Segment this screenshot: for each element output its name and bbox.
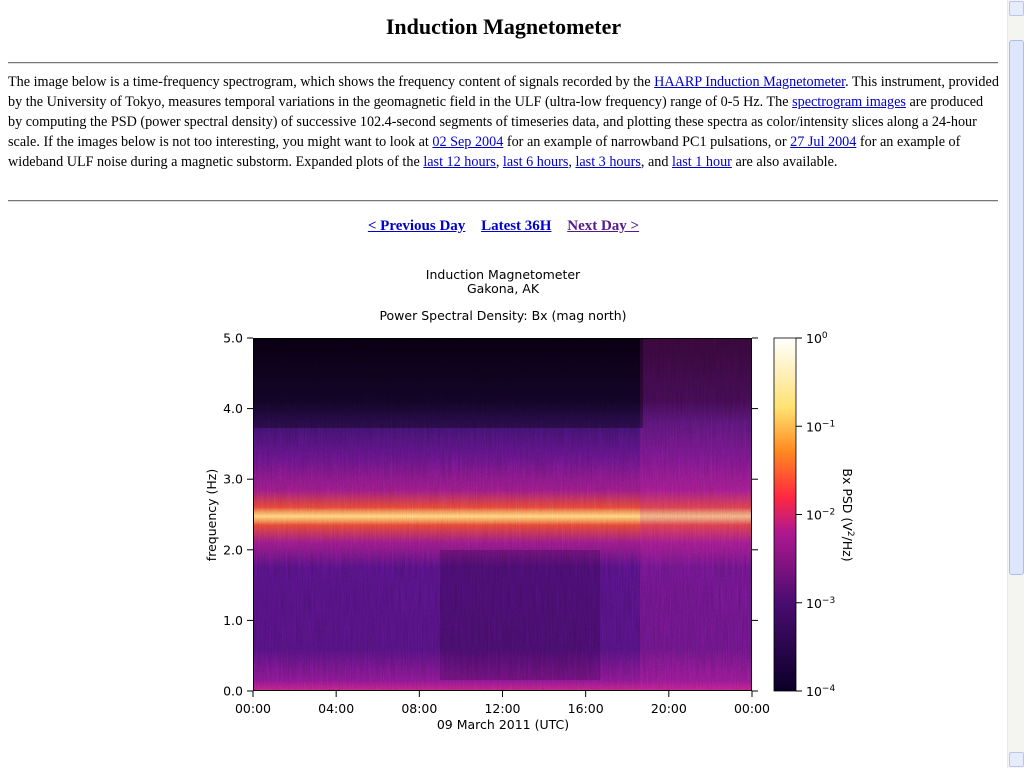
colorbar-tick-exponent: 0 [822, 331, 828, 341]
colorbar-tick-base: 10 [806, 684, 822, 699]
colorbar-tick-exponent: −1 [822, 419, 835, 429]
intro-link[interactable]: 02 Sep 2004 [432, 134, 504, 150]
intro-text: The image below is a time-frequency spec… [8, 74, 655, 90]
x-tick-label: 00:00 [235, 701, 271, 716]
scrollbar[interactable] [1007, 0, 1024, 768]
intro-text: , and [640, 154, 672, 170]
colorbar-tick-base: 10 [806, 331, 822, 346]
y-tick-label: 3.0 [223, 472, 243, 487]
colorbar-tick-label: 10−2 [806, 508, 835, 523]
intro-text: for an example of narrowband PC1 pulsati… [503, 134, 791, 150]
latest-link[interactable]: Latest 36H [481, 218, 552, 234]
colorbar-tick-label: 100 [806, 331, 828, 346]
prev-day-link[interactable]: < Previous Day [367, 218, 466, 234]
y-tick-label: 0.0 [223, 684, 243, 699]
spectrogram-figure: Induction Magnetometer Gakona, AK Power … [204, 267, 855, 732]
x-tick-label: 12:00 [484, 701, 520, 716]
scroll-down[interactable] [1009, 752, 1024, 767]
scroll-thumb[interactable] [1009, 40, 1024, 575]
next-day-link[interactable]: Next Day > [567, 218, 640, 234]
intro-text: , [495, 154, 503, 170]
colorbar-label-text: Bx PSD (V [840, 468, 855, 531]
scroll-up[interactable] [1009, 1, 1024, 16]
y-tick-label: 2.0 [223, 542, 243, 557]
colorbar-tick-label: 10−4 [806, 684, 835, 699]
intro-text: . This instrument, provided by the Unive… [8, 74, 999, 110]
colorbar [773, 337, 797, 692]
colorbar-tick-exponent: −3 [822, 596, 835, 606]
intro-link[interactable]: last 1 hour [672, 154, 732, 170]
colorbar-tick-base: 10 [806, 508, 822, 523]
colorbar-tick-exponent: −2 [822, 508, 835, 518]
x-tick-label: 20:00 [651, 701, 687, 716]
intro-link[interactable]: last 12 hours [423, 154, 496, 170]
intro-link[interactable]: HAARP Induction Magnetometer [654, 74, 846, 90]
day-navigation: < Previous Day Latest 36H Next Day > [0, 218, 1007, 235]
colorbar-tick-label: 10−1 [806, 419, 835, 434]
colorbar-tick-base: 10 [806, 596, 822, 611]
x-tick-label: 04:00 [318, 701, 354, 716]
intro-text: for an example of wideband ULF noise dur… [8, 134, 961, 170]
x-axis-label: 09 March 2011 (UTC) [437, 717, 569, 732]
y-tick-label: 1.0 [223, 613, 243, 628]
colorbar-label-sup: 2 [845, 531, 855, 537]
y-tick-label: 4.0 [223, 401, 243, 416]
colorbar-tick-exponent: −4 [822, 684, 836, 694]
spectrogram-image [253, 338, 752, 691]
rule [8, 200, 998, 202]
intro-paragraph: The image below is a time-frequency spec… [8, 72, 1000, 172]
plot-location: Gakona, AK [467, 281, 540, 296]
page-title: Induction Magnetometer [385, 14, 622, 39]
colorbar-tick-base: 10 [806, 419, 822, 434]
x-tick-label: 00:00 [734, 701, 770, 716]
intro-text: are also available. [731, 154, 838, 170]
intro-link[interactable]: 27 Jul 2004 [790, 134, 857, 150]
intro-link[interactable]: last 6 hours [502, 154, 569, 170]
x-tick-label: 08:00 [401, 701, 437, 716]
intro-link[interactable]: spectrogram images [792, 94, 906, 110]
y-axis-label: frequency (Hz) [204, 469, 219, 561]
colorbar-label-text: /Hz) [840, 537, 855, 562]
intro-text: are produced by computing the PSD (power… [8, 94, 984, 150]
colorbar-tick-label: 10−3 [806, 596, 835, 611]
plot-title: Induction Magnetometer [426, 267, 581, 282]
colorbar-label: Bx PSD (V2/Hz) [840, 468, 855, 561]
y-tick-label: 5.0 [223, 331, 243, 346]
intro-link[interactable]: last 3 hours [575, 154, 641, 170]
x-tick-label: 16:00 [568, 701, 604, 716]
plot-subtitle: Power Spectral Density: Bx (mag north) [379, 308, 626, 323]
intro-text: , [568, 154, 576, 170]
rule [8, 62, 998, 64]
